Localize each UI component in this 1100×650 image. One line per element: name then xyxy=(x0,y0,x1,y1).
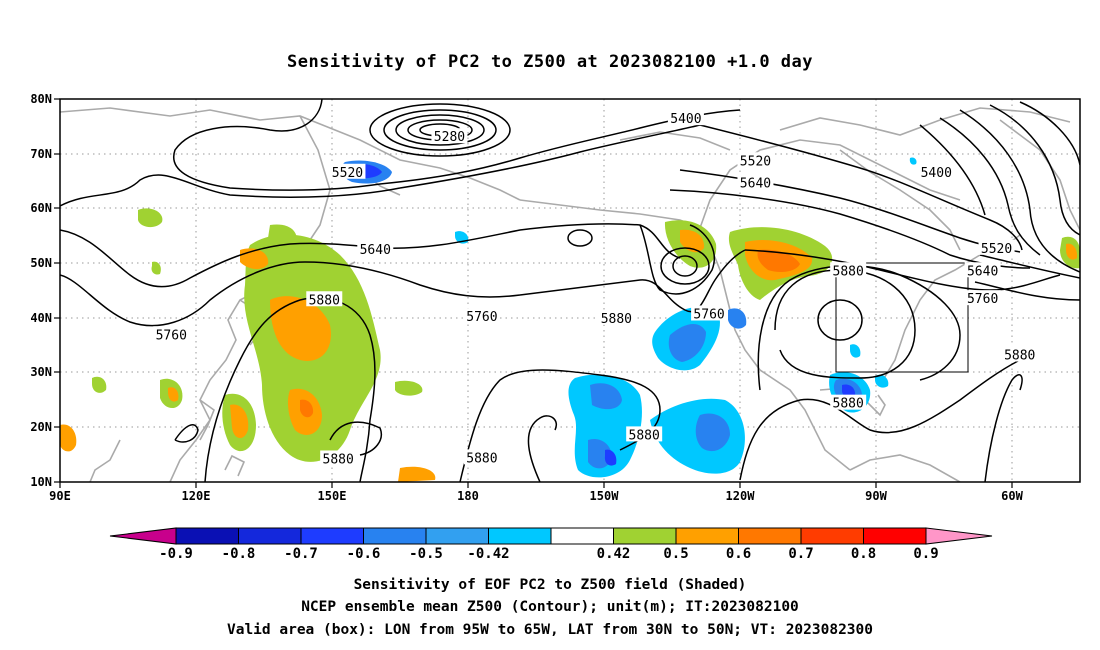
colorbar-swatch xyxy=(300,527,364,545)
contour-label-bg xyxy=(463,449,500,465)
colorbar-swatch xyxy=(363,527,427,545)
colorbar-label: -0.7 xyxy=(284,546,318,562)
contour-labels: 5400 5280 5520 5520 5640 5400 5520 5640 5760 5880… xyxy=(153,110,1038,467)
contour-label-bg xyxy=(357,240,394,256)
colorbar-label: 0.5 xyxy=(663,546,688,562)
plot-frame xyxy=(59,98,1081,483)
contour-label-bg xyxy=(626,426,663,442)
colorbar: -0.9 -0.8 -0.7 -0.6 -0.5 -0.42 0.42 0.5 0.6 0.7 0.… xyxy=(109,527,993,562)
colorbar-swatch xyxy=(425,527,489,545)
colorbar-swatch xyxy=(675,527,739,545)
valid-area-box xyxy=(835,262,969,373)
lon-axis: 90E 120E 150E 180 150W 120W 90W 60W xyxy=(49,482,1024,503)
lon-tick-120e: 120E xyxy=(182,489,211,503)
lon-tick-90w: 90W xyxy=(865,489,887,503)
contour-label: 5520 xyxy=(740,154,771,169)
contour-label: 5880 xyxy=(323,452,354,467)
colorbar-swatch xyxy=(738,527,802,545)
colorbar-extend-high xyxy=(925,527,993,545)
map-plot-area: 5400 5280 5520 5520 5640 5400 5520 5640 5760 5880… xyxy=(59,98,1081,483)
lon-tick-90e: 90E xyxy=(49,489,71,503)
colorbar-label: -0.5 xyxy=(409,546,443,562)
contour-label-bg xyxy=(667,110,704,126)
colorbar-extend-low xyxy=(109,527,177,545)
contour-label: 5880 xyxy=(466,451,497,466)
contour-label-bg xyxy=(1001,346,1038,362)
lat-tick-60n: 60N xyxy=(30,201,52,215)
colorbar-swatch xyxy=(613,527,677,545)
figure-title: Sensitivity of PC2 to Z500 at 2023082100… xyxy=(287,52,813,72)
contour-label: 5760 xyxy=(967,292,998,307)
lon-tick-120w: 120W xyxy=(726,489,756,503)
contour-label-bg xyxy=(830,394,867,410)
contour-label: 5880 xyxy=(309,293,340,308)
lon-tick-150e: 150E xyxy=(318,489,347,503)
contour-label: 5760 xyxy=(693,307,724,322)
lon-tick-150w: 150W xyxy=(590,489,620,503)
colorbar-label: 0.6 xyxy=(726,546,751,562)
colorbar-swatch xyxy=(488,527,552,545)
contour-label-bg xyxy=(964,262,1001,278)
contour-label: 5760 xyxy=(156,328,187,343)
contour-label-bg xyxy=(918,163,955,179)
contour-label: 5880 xyxy=(1004,349,1035,364)
lat-tick-50n: 50N xyxy=(30,256,52,270)
contour-label: 5760 xyxy=(466,310,497,325)
contour-label: 5880 xyxy=(629,428,660,443)
colorbar-label: 0.7 xyxy=(788,546,813,562)
lat-axis: 80N 70N 60N 50N 40N 30N 20N 10N xyxy=(30,92,60,489)
lat-tick-70n: 70N xyxy=(30,147,52,161)
contour-label: 5400 xyxy=(921,166,952,181)
lat-tick-10n: 10N xyxy=(30,475,52,489)
contour-label-bg xyxy=(964,290,1001,306)
caption-line-1: Sensitivity of EOF PC2 to Z500 field (Sh… xyxy=(354,577,747,593)
contour-label: 5880 xyxy=(833,397,864,412)
coastlines xyxy=(60,107,1080,482)
lat-tick-80n: 80N xyxy=(30,92,52,106)
colorbar-label: -0.42 xyxy=(467,546,509,562)
figure-caption: Sensitivity of EOF PC2 to Z500 field (Sh… xyxy=(227,577,873,638)
colorbar-label: -0.9 xyxy=(159,546,193,562)
contour-label-bg xyxy=(830,262,867,278)
contour-label: 5640 xyxy=(740,177,771,192)
colorbar-label: 0.42 xyxy=(597,546,631,562)
contour-label: 5520 xyxy=(332,166,363,181)
colorbar-label: -0.6 xyxy=(347,546,381,562)
contour-label-bg xyxy=(306,291,343,307)
lat-tick-30n: 30N xyxy=(30,365,52,379)
caption-line-3: Valid area (box): LON from 95W to 65W, L… xyxy=(227,622,873,638)
contour-label-bg xyxy=(737,152,774,168)
lon-tick-60w: 60W xyxy=(1001,489,1023,503)
contour-label-bg xyxy=(431,128,468,144)
contour-label-bg xyxy=(320,450,357,466)
contour-label: 5640 xyxy=(967,264,998,279)
colorbar-swatch xyxy=(550,527,614,545)
contour-label: 5880 xyxy=(833,264,864,279)
contour-label: 5640 xyxy=(360,243,391,258)
contour-label-bg xyxy=(978,239,1015,255)
contour-label: 5880 xyxy=(601,312,632,327)
contour-label-bg xyxy=(598,309,635,325)
contour-label: 5400 xyxy=(670,112,701,127)
colorbar-swatch xyxy=(238,527,302,545)
contour-label: 5280 xyxy=(434,130,465,145)
lon-tick-180: 180 xyxy=(457,489,479,503)
caption-line-2: NCEP ensemble mean Z500 (Contour); unit(… xyxy=(301,599,799,615)
lat-tick-40n: 40N xyxy=(30,311,52,325)
colorbar-swatch xyxy=(800,527,864,545)
colorbar-swatch xyxy=(863,527,927,545)
contour-label-bg xyxy=(463,308,500,324)
colorbar-label: 0.9 xyxy=(913,546,938,562)
lat-tick-20n: 20N xyxy=(30,420,52,434)
colorbar-label: -0.8 xyxy=(222,546,256,562)
contour-label-bg xyxy=(691,305,728,321)
contour-label-bg xyxy=(153,326,190,342)
sensitivity-shading xyxy=(60,157,1080,482)
contour-label-bg xyxy=(737,174,774,190)
colorbar-label: 0.8 xyxy=(851,546,876,562)
colorbar-swatch xyxy=(175,527,239,545)
contour-label: 5520 xyxy=(981,242,1012,257)
contour-label-bg xyxy=(329,163,366,179)
